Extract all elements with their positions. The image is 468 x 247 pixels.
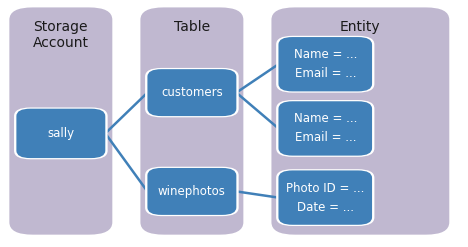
Text: customers: customers xyxy=(161,86,223,99)
Text: Entity: Entity xyxy=(340,20,380,34)
Text: Storage
Account: Storage Account xyxy=(33,20,89,50)
FancyBboxPatch shape xyxy=(147,69,236,116)
FancyBboxPatch shape xyxy=(147,168,236,215)
FancyBboxPatch shape xyxy=(145,68,239,117)
Text: winephotos: winephotos xyxy=(158,185,226,198)
Text: sally: sally xyxy=(47,127,74,140)
FancyBboxPatch shape xyxy=(140,7,243,235)
FancyBboxPatch shape xyxy=(276,100,374,157)
Text: Name = ...
Email = ...: Name = ... Email = ... xyxy=(293,112,357,144)
Text: Table: Table xyxy=(174,20,210,34)
FancyBboxPatch shape xyxy=(14,107,108,159)
FancyBboxPatch shape xyxy=(276,36,374,93)
FancyBboxPatch shape xyxy=(278,170,372,225)
Text: Name = ...
Email = ...: Name = ... Email = ... xyxy=(293,48,357,80)
FancyBboxPatch shape xyxy=(16,109,105,158)
FancyBboxPatch shape xyxy=(9,7,112,235)
FancyBboxPatch shape xyxy=(276,169,374,226)
FancyBboxPatch shape xyxy=(278,101,372,156)
Text: Photo ID = ...
Date = ...: Photo ID = ... Date = ... xyxy=(286,182,365,214)
FancyBboxPatch shape xyxy=(145,167,239,216)
FancyBboxPatch shape xyxy=(278,37,372,91)
FancyBboxPatch shape xyxy=(271,7,449,235)
